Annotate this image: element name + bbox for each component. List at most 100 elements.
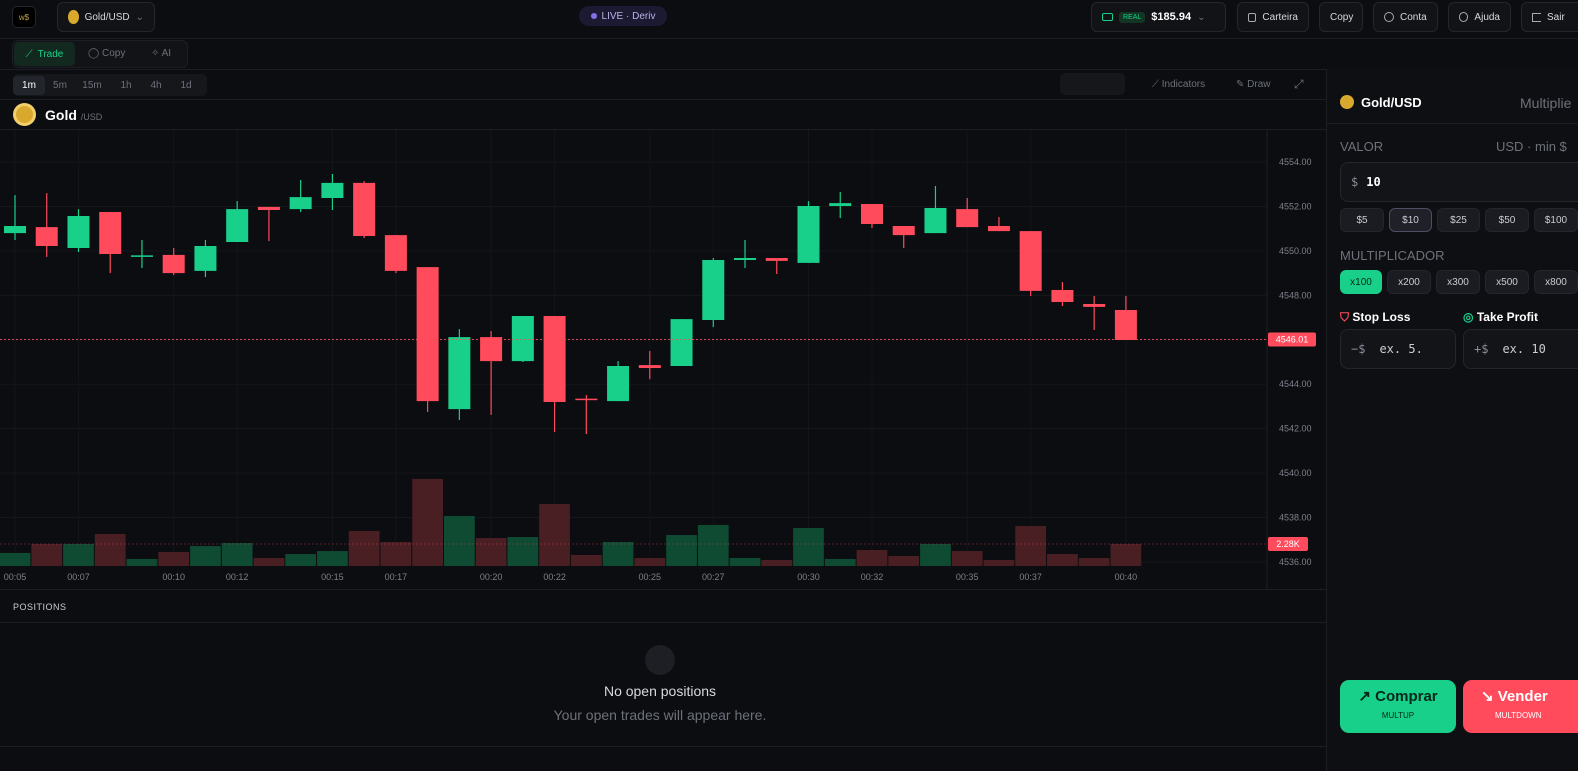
label: Stop Loss xyxy=(1352,310,1411,324)
timeframe[interactable]: 15m xyxy=(82,79,102,91)
amount-input[interactable]: $10 xyxy=(1340,162,1578,202)
tab-ai[interactable]: ✧ AI xyxy=(151,48,172,59)
candle-body xyxy=(226,209,249,242)
sell-button[interactable]: ↘ Vender MULTDOWN xyxy=(1463,680,1578,733)
volume-bar xyxy=(824,558,856,566)
expand-button[interactable]: ⤢ xyxy=(1294,77,1304,91)
y-tick-label: 4538.00 xyxy=(1279,513,1312,523)
volume-bar xyxy=(570,554,602,566)
label: Take Profit xyxy=(1476,310,1538,324)
help-button[interactable]: Ajuda xyxy=(1448,2,1511,32)
y-tick-label: 4536.00 xyxy=(1279,557,1312,567)
divider xyxy=(1327,123,1578,124)
x-tick-label: 00:35 xyxy=(956,572,979,582)
volume-bar xyxy=(317,551,348,566)
empty-title: No open positions xyxy=(603,683,717,699)
indicators-button[interactable]: ⟋ Indicators xyxy=(1152,79,1206,90)
multiplier[interactable]: x500 xyxy=(1485,270,1529,294)
draw-button[interactable]: ✎ Draw xyxy=(1236,79,1271,90)
volume-bar xyxy=(1015,526,1047,566)
volume-bar xyxy=(507,537,539,566)
copy-button[interactable]: Copy xyxy=(1319,2,1363,32)
label: Copy xyxy=(101,48,126,59)
amount-preset[interactable]: $25 xyxy=(1437,208,1480,232)
x-tick-label: 00:05 xyxy=(4,572,27,582)
stop-loss-input[interactable]: −$ ex. 5. xyxy=(1340,329,1456,369)
label: Copy xyxy=(1330,11,1354,23)
icon xyxy=(1459,12,1469,22)
amount-preset[interactable]: $50 xyxy=(1485,208,1529,232)
y-tick-label: 4554.00 xyxy=(1279,157,1312,167)
amount-preset[interactable]: $10 xyxy=(1389,208,1432,232)
wallet-icon xyxy=(1102,13,1113,21)
volume-bar xyxy=(158,552,190,566)
volume-bar xyxy=(380,541,412,566)
volume-bar xyxy=(63,543,94,566)
label: Indicators xyxy=(1161,79,1206,90)
x-tick-label: 00:27 xyxy=(702,572,725,582)
symbol-select[interactable]: Gold/USD ⌄ xyxy=(57,2,155,32)
amount-preset[interactable]: $5 xyxy=(1340,208,1384,232)
timeframe[interactable]: 1m xyxy=(13,75,45,95)
chevron: ⌄ xyxy=(1197,11,1206,23)
candle-body xyxy=(416,267,439,402)
label: Ajuda xyxy=(1474,11,1500,23)
volume-bar xyxy=(94,533,126,566)
last-volume-label: 2.28K xyxy=(1276,539,1300,549)
amount-preset[interactable]: $100 xyxy=(1534,208,1578,232)
symbol: Gold/USD xyxy=(84,11,130,23)
divider xyxy=(0,69,1326,70)
volume-bar xyxy=(221,543,253,566)
volume-bar xyxy=(793,527,824,566)
candle-body xyxy=(1114,310,1137,340)
volume-bar xyxy=(126,558,158,566)
order-mode[interactable]: Multiplie xyxy=(1520,95,1572,111)
wallet-button[interactable]: Carteira xyxy=(1237,2,1309,32)
candle-body xyxy=(257,206,280,210)
candle-body xyxy=(987,226,1010,232)
multiplier[interactable]: x100 xyxy=(1340,270,1382,294)
logo[interactable]: w$ xyxy=(12,6,36,28)
last-price-box xyxy=(1268,332,1316,347)
order-panel: Gold/USD Multiplie VALOR USD · min $ $10… xyxy=(1326,69,1578,771)
candle-body xyxy=(797,206,820,263)
account-button[interactable]: Conta xyxy=(1373,2,1438,32)
timeframes: 1m 5m 15m 1h 4h 1d xyxy=(13,74,207,96)
label: Carteira xyxy=(1262,11,1298,23)
amount-label: VALOR xyxy=(1340,139,1384,154)
candle-body xyxy=(543,316,566,402)
volume-bar xyxy=(1078,557,1110,566)
volume-bar xyxy=(31,543,63,566)
label: Sair xyxy=(1547,11,1565,23)
buy-sub: MULTUP xyxy=(1381,711,1415,720)
prefix: +$ xyxy=(1474,342,1489,356)
volume-bar xyxy=(697,524,729,566)
icon xyxy=(1384,12,1394,22)
multiplier[interactable]: x200 xyxy=(1387,270,1431,294)
candle-body xyxy=(321,182,344,198)
timeframe[interactable]: 4h xyxy=(150,79,162,91)
volume-bar xyxy=(285,554,317,566)
take-profit-input[interactable]: +$ ex. 10 xyxy=(1463,329,1578,369)
wallet[interactable]: REAL $185.94 ⌄ xyxy=(1091,2,1226,32)
candle-body xyxy=(765,258,788,261)
tab-copy[interactable]: ◯ Copy xyxy=(88,48,126,59)
candle-body xyxy=(734,258,757,260)
multiplier[interactable]: x300 xyxy=(1436,270,1480,294)
x-tick-label: 00:32 xyxy=(861,572,884,582)
buy-button[interactable]: ↗ Comprar MULTUP xyxy=(1340,680,1456,733)
candle-body xyxy=(4,226,26,234)
timeframe[interactable]: 5m xyxy=(53,79,67,91)
chart-type-switch[interactable] xyxy=(1060,73,1125,95)
tab-trade[interactable]: ⟋ Trade xyxy=(14,42,75,66)
volume-bar xyxy=(983,560,1015,566)
candle-body xyxy=(924,208,947,234)
volume-bar xyxy=(888,555,920,566)
sell-label: ↘ Vender xyxy=(1481,688,1548,705)
timeframe[interactable]: 1d xyxy=(180,79,192,91)
volume-bar xyxy=(1110,543,1142,566)
timeframe[interactable]: 1h xyxy=(120,79,132,91)
logout-button[interactable]: Sair xyxy=(1521,2,1578,32)
multiplier[interactable]: x800 xyxy=(1534,270,1578,294)
